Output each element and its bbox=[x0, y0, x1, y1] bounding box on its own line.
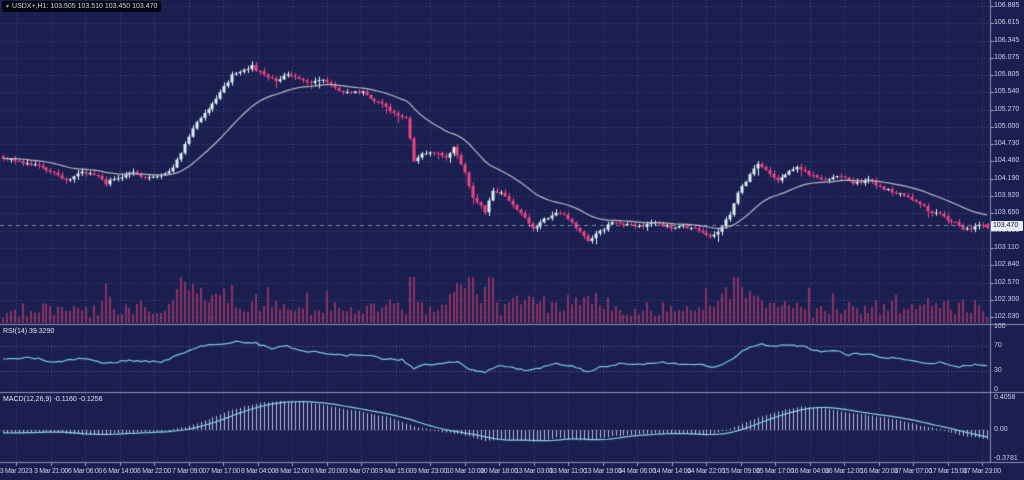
rsi-axis-label: 30 bbox=[994, 367, 1002, 374]
time-axis-label: 3 Mar 21:00 bbox=[33, 468, 69, 475]
symbol-ohlc-text: USDX+,H1: 103.505 103.510 103.450 103.47… bbox=[12, 3, 158, 10]
time-axis-label: 9 Mar 07:00 bbox=[343, 468, 379, 475]
price-axis-label: 102.300 bbox=[994, 296, 1020, 303]
macd-axis-label: 0.00 bbox=[994, 426, 1008, 433]
time-axis-label: 6 Mar 14:00 bbox=[102, 468, 138, 475]
macd-indicator-label: MACD(12,26,9) -0.1160 -0.1256 bbox=[3, 396, 103, 403]
time-axis-label: 7 Mar 09:00 bbox=[171, 468, 207, 475]
time-axis-label: 6 Mar 22:00 bbox=[136, 468, 172, 475]
time-axis-label: 13 Mar 03:00 bbox=[515, 468, 553, 475]
price-axis-label: 105.000 bbox=[994, 123, 1020, 130]
rsi-axis-label: 70 bbox=[994, 342, 1002, 349]
time-axis-label: 14 Mar 14:00 bbox=[653, 468, 691, 475]
time-axis-label: 8 Mar 20:00 bbox=[309, 468, 345, 475]
price-axis-label: 106.885 bbox=[994, 2, 1020, 9]
current-price-tag: 103.470 bbox=[991, 220, 1023, 231]
price-axis-label: 105.270 bbox=[994, 106, 1020, 113]
price-axis-label: 103.920 bbox=[994, 192, 1020, 199]
current-price-marker-icon bbox=[983, 222, 989, 229]
rsi-axis-label: 100 bbox=[994, 323, 1006, 330]
price-axis-label: 105.805 bbox=[994, 71, 1020, 78]
price-axis-label: 102.840 bbox=[994, 261, 1020, 268]
time-axis-label: 17 Mar 23:00 bbox=[963, 468, 1001, 475]
price-axis-label: 104.460 bbox=[994, 157, 1020, 164]
price-axis-label: 105.540 bbox=[994, 88, 1020, 95]
time-axis-label: 8 Mar 04:00 bbox=[240, 468, 276, 475]
time-axis-label: 14 Mar 06:00 bbox=[618, 468, 656, 475]
time-axis-label: 7 Mar 17:00 bbox=[205, 468, 241, 475]
time-axis-label: 9 Mar 23:00 bbox=[412, 468, 448, 475]
price-axis-label: 102.030 bbox=[994, 313, 1020, 320]
time-axis-label: 6 Mar 06:00 bbox=[67, 468, 103, 475]
price-axis-label: 103.650 bbox=[994, 209, 1020, 216]
price-axis-label: 106.345 bbox=[994, 37, 1020, 44]
price-axis-label: 103.380 bbox=[994, 227, 1020, 234]
price-axis-label: 104.730 bbox=[994, 140, 1020, 147]
time-axis-label: 10 Mar 18:00 bbox=[480, 468, 518, 475]
time-axis-label: 14 Mar 22:00 bbox=[687, 468, 725, 475]
price-axis-label: 103.110 bbox=[994, 244, 1019, 251]
time-axis-label: 17 Mar 07:00 bbox=[894, 468, 932, 475]
macd-axis-label: 0.4058 bbox=[994, 394, 1016, 401]
time-axis-label: 3 Mar 2023 bbox=[0, 468, 33, 475]
time-axis-label: 10 Mar 10:00 bbox=[446, 468, 484, 475]
time-axis-label: 17 Mar 15:00 bbox=[929, 468, 967, 475]
time-axis-label: 15 Mar 17:00 bbox=[756, 468, 794, 475]
time-axis-label: 8 Mar 12:00 bbox=[274, 468, 310, 475]
price-axis-label: 102.570 bbox=[994, 279, 1020, 286]
rsi-axis-label: 0 bbox=[994, 386, 998, 393]
time-axis-label: 15 Mar 09:00 bbox=[722, 468, 760, 475]
time-axis-label: 16 Mar 20:00 bbox=[860, 468, 898, 475]
macd-axis-label: -0.3781 bbox=[994, 455, 1018, 462]
symbol-ohlc-label[interactable]: ▾ USDX+,H1: 103.505 103.510 103.450 103.… bbox=[2, 1, 162, 12]
price-axis-label: 106.075 bbox=[994, 54, 1020, 61]
time-axis-label: 13 Mar 19:00 bbox=[584, 468, 622, 475]
rsi-indicator-label: RSI(14) 39.3290 bbox=[3, 328, 55, 335]
collapse-triangle-icon[interactable]: ▾ bbox=[6, 3, 10, 10]
time-axis-label: 13 Mar 11:00 bbox=[549, 468, 587, 475]
time-axis-label: 16 Mar 04:00 bbox=[791, 468, 829, 475]
price-axis-label: 106.615 bbox=[994, 19, 1020, 26]
time-axis-label: 16 Mar 12:00 bbox=[825, 468, 863, 475]
time-axis-label: 9 Mar 15:00 bbox=[378, 468, 414, 475]
price-axis-label: 104.190 bbox=[994, 175, 1020, 182]
